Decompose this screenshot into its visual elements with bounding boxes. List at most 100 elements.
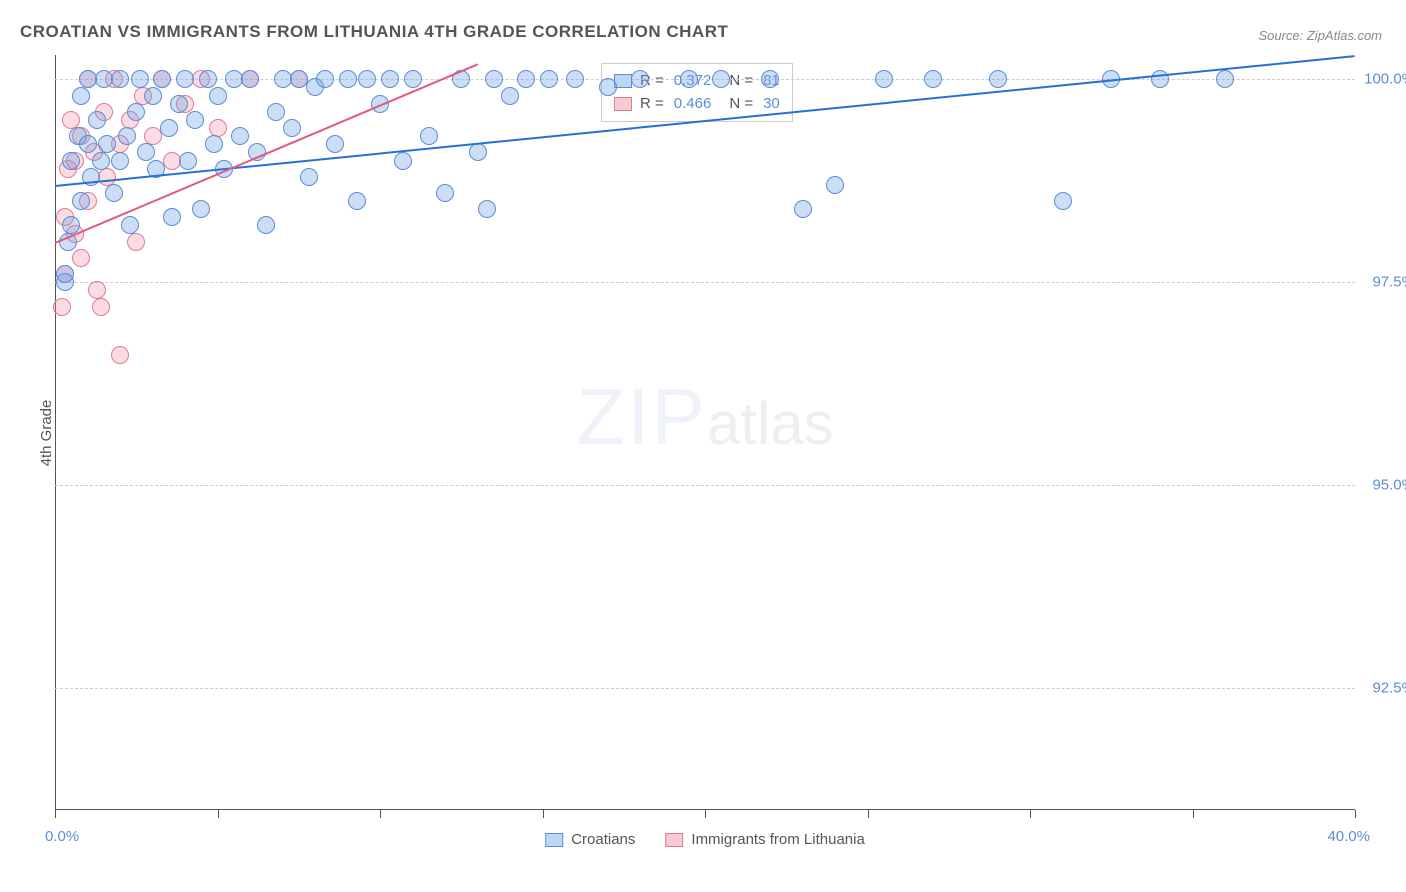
scatter-point [127, 103, 145, 121]
scatter-point [989, 70, 1007, 88]
scatter-point [875, 70, 893, 88]
gridline-h [55, 282, 1355, 283]
bottom-legend-item: Croatians [545, 831, 635, 848]
scatter-point [339, 70, 357, 88]
scatter-point [1216, 70, 1234, 88]
scatter-point [478, 200, 496, 218]
scatter-point [599, 78, 617, 96]
plot-area: 4th Grade ZIPatlas 0.0% 40.0% R =0.372N … [55, 55, 1355, 810]
scatter-point [131, 70, 149, 88]
chart-title: CROATIAN VS IMMIGRANTS FROM LITHUANIA 4T… [20, 22, 728, 42]
scatter-point [712, 70, 730, 88]
scatter-point [316, 70, 334, 88]
scatter-point [92, 298, 110, 316]
bottom-legend-item: Immigrants from Lithuania [665, 831, 864, 848]
scatter-point [53, 298, 71, 316]
x-tick [868, 810, 869, 818]
scatter-point [153, 70, 171, 88]
series-legend: Croatians Immigrants from Lithuania [545, 831, 865, 848]
scatter-point [160, 119, 178, 137]
scatter-point [170, 95, 188, 113]
scatter-point [79, 135, 97, 153]
scatter-point [179, 152, 197, 170]
scatter-point [794, 200, 812, 218]
scatter-point [381, 70, 399, 88]
scatter-point [501, 87, 519, 105]
scatter-point [137, 143, 155, 161]
legend-n-label: N = [729, 70, 753, 93]
series-name: Immigrants from Lithuania [691, 831, 864, 848]
scatter-point [105, 184, 123, 202]
x-tick [55, 810, 56, 818]
legend-swatch [614, 97, 632, 111]
scatter-point [56, 265, 74, 283]
y-tick-label: 100.0% [1360, 71, 1406, 88]
scatter-point [680, 70, 698, 88]
y-axis-title: 4th Grade [38, 399, 55, 466]
scatter-point [199, 70, 217, 88]
x-tick [1030, 810, 1031, 818]
scatter-point [62, 152, 80, 170]
scatter-point [924, 70, 942, 88]
gridline-h [55, 485, 1355, 486]
scatter-point [205, 135, 223, 153]
scatter-point [209, 119, 227, 137]
legend-swatch [665, 833, 683, 847]
scatter-point [88, 111, 106, 129]
watermark: ZIPatlas [576, 371, 833, 463]
x-axis-max-label: 40.0% [1327, 828, 1370, 845]
scatter-point [358, 70, 376, 88]
legend-row: R =0.466N =30 [614, 93, 780, 116]
legend-n-value: 30 [763, 93, 780, 116]
scatter-point [826, 176, 844, 194]
scatter-point [517, 70, 535, 88]
scatter-point [111, 152, 129, 170]
legend-r-value: 0.466 [674, 93, 712, 116]
source-attribution: Source: ZipAtlas.com [1258, 28, 1382, 43]
scatter-point [761, 70, 779, 88]
gridline-h [55, 688, 1355, 689]
scatter-point [540, 70, 558, 88]
scatter-point [127, 233, 145, 251]
scatter-point [92, 152, 110, 170]
scatter-point [209, 87, 227, 105]
scatter-point [326, 135, 344, 153]
scatter-point [394, 152, 412, 170]
scatter-point [72, 192, 90, 210]
scatter-point [566, 70, 584, 88]
x-tick [1355, 810, 1356, 818]
scatter-point [300, 168, 318, 186]
watermark-atlas: atlas [707, 390, 834, 457]
scatter-point [436, 184, 454, 202]
x-tick [705, 810, 706, 818]
x-tick [1193, 810, 1194, 818]
y-tick-label: 92.5% [1360, 680, 1406, 697]
x-tick [380, 810, 381, 818]
scatter-point [111, 346, 129, 364]
scatter-point [485, 70, 503, 88]
scatter-point [631, 70, 649, 88]
chart-container: CROATIAN VS IMMIGRANTS FROM LITHUANIA 4T… [0, 0, 1406, 892]
scatter-point [176, 70, 194, 88]
legend-n-label: N = [729, 93, 753, 116]
scatter-point [88, 281, 106, 299]
scatter-point [111, 70, 129, 88]
scatter-point [231, 127, 249, 145]
scatter-point [257, 216, 275, 234]
legend-swatch [545, 833, 563, 847]
series-name: Croatians [571, 831, 635, 848]
y-tick-label: 97.5% [1360, 274, 1406, 291]
y-axis-line [55, 55, 56, 810]
scatter-point [348, 192, 366, 210]
scatter-point [186, 111, 204, 129]
scatter-point [1054, 192, 1072, 210]
scatter-point [192, 200, 210, 218]
scatter-point [267, 103, 285, 121]
scatter-point [469, 143, 487, 161]
scatter-point [98, 135, 116, 153]
scatter-point [163, 208, 181, 226]
x-tick [543, 810, 544, 818]
scatter-point [420, 127, 438, 145]
scatter-point [118, 127, 136, 145]
scatter-point [72, 87, 90, 105]
